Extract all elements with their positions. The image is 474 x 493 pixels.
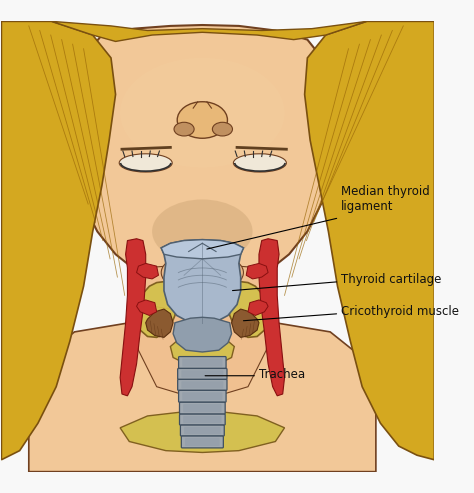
Polygon shape [29, 323, 376, 472]
Polygon shape [161, 240, 244, 259]
FancyBboxPatch shape [179, 356, 226, 368]
Polygon shape [137, 263, 158, 279]
Ellipse shape [120, 58, 284, 168]
Polygon shape [248, 300, 268, 316]
FancyBboxPatch shape [184, 427, 220, 434]
Text: Median thyroid
ligament: Median thyroid ligament [341, 185, 430, 213]
Polygon shape [67, 25, 337, 286]
FancyBboxPatch shape [182, 381, 223, 388]
Polygon shape [134, 263, 271, 400]
Polygon shape [136, 282, 177, 337]
FancyBboxPatch shape [178, 368, 227, 380]
Polygon shape [173, 317, 232, 352]
Polygon shape [137, 300, 157, 316]
Polygon shape [52, 21, 367, 41]
FancyBboxPatch shape [182, 436, 223, 448]
FancyBboxPatch shape [182, 370, 223, 378]
Polygon shape [246, 263, 268, 279]
FancyBboxPatch shape [181, 425, 224, 436]
FancyBboxPatch shape [183, 416, 221, 423]
Polygon shape [228, 282, 269, 337]
FancyBboxPatch shape [182, 392, 222, 400]
Ellipse shape [119, 154, 172, 172]
FancyBboxPatch shape [183, 404, 221, 412]
Polygon shape [120, 411, 284, 453]
Polygon shape [120, 239, 146, 396]
Ellipse shape [212, 122, 232, 136]
Text: Trachea: Trachea [259, 368, 305, 381]
Polygon shape [232, 309, 259, 337]
Polygon shape [305, 21, 434, 460]
Polygon shape [146, 309, 173, 337]
Polygon shape [161, 240, 244, 324]
Polygon shape [1, 21, 116, 460]
FancyBboxPatch shape [182, 358, 222, 367]
Polygon shape [259, 239, 284, 396]
Ellipse shape [177, 102, 228, 138]
FancyBboxPatch shape [180, 414, 225, 425]
FancyBboxPatch shape [185, 438, 219, 446]
Text: Thyroid cartilage: Thyroid cartilage [341, 273, 442, 286]
FancyBboxPatch shape [179, 390, 226, 402]
Polygon shape [170, 339, 234, 365]
Text: Cricothyroid muscle: Cricothyroid muscle [341, 305, 459, 318]
FancyBboxPatch shape [178, 380, 227, 390]
Ellipse shape [161, 252, 244, 293]
Ellipse shape [174, 122, 194, 136]
Ellipse shape [152, 200, 253, 263]
Ellipse shape [233, 154, 286, 172]
FancyBboxPatch shape [180, 402, 225, 414]
